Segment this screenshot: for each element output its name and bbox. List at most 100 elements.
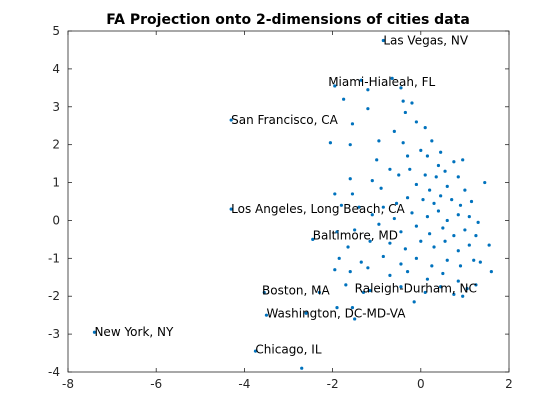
data-point xyxy=(430,264,434,268)
data-point xyxy=(262,290,266,295)
y-tick-label: 4 xyxy=(52,62,60,76)
data-point xyxy=(441,226,445,230)
data-point xyxy=(461,158,465,162)
x-tick-label: 0 xyxy=(417,377,425,391)
data-point xyxy=(405,269,410,274)
data-point xyxy=(436,163,441,168)
y-tick-label: -2 xyxy=(48,289,60,303)
point-annotation: Boston, MA xyxy=(262,284,330,298)
data-point xyxy=(419,239,423,243)
data-point xyxy=(465,287,469,291)
data-point xyxy=(366,266,370,270)
data-point xyxy=(414,120,418,124)
data-point xyxy=(348,143,352,147)
data-point xyxy=(441,271,445,276)
point-annotation: New York, NY xyxy=(94,325,174,339)
point-annotation: Baltimore, MD xyxy=(313,229,398,243)
data-point xyxy=(381,205,385,209)
point-annotations: Las Vegas, NV Miami-Hialeah, FL San Franci… xyxy=(94,33,476,356)
y-tick-label: -1 xyxy=(48,251,60,265)
data-point xyxy=(452,160,456,164)
data-point xyxy=(346,245,350,249)
data-point xyxy=(335,305,339,310)
point-annotation: Miami-Hialeah, FL xyxy=(328,75,435,89)
data-point xyxy=(423,290,427,295)
data-point xyxy=(469,199,474,204)
point-annotation: Los Angeles, Long Beach, CA xyxy=(231,202,405,216)
x-tick-label: -2 xyxy=(327,377,339,391)
data-point xyxy=(445,218,449,223)
y-tick-label: 1 xyxy=(52,176,60,190)
x-tick-label: 2 xyxy=(505,377,513,391)
data-point xyxy=(405,154,410,158)
data-point xyxy=(359,260,363,264)
data-point xyxy=(397,173,401,177)
data-point xyxy=(430,139,434,143)
data-point xyxy=(401,99,405,103)
data-point xyxy=(487,243,491,247)
data-point xyxy=(401,141,405,145)
data-point xyxy=(370,179,374,183)
data-point xyxy=(337,256,341,260)
data-point xyxy=(412,300,416,304)
data-point xyxy=(461,294,465,298)
data-point xyxy=(425,154,430,158)
data-point xyxy=(361,290,366,295)
data-point xyxy=(390,76,394,80)
data-point xyxy=(410,211,414,215)
data-point xyxy=(414,256,418,260)
data-point xyxy=(456,279,460,283)
data-point xyxy=(359,78,363,82)
data-point xyxy=(92,330,97,334)
data-point xyxy=(483,180,487,185)
data-point xyxy=(339,203,344,207)
y-tick-label: -3 xyxy=(48,327,60,341)
data-point xyxy=(333,268,337,272)
data-point xyxy=(476,220,480,224)
data-point xyxy=(489,269,493,274)
data-point xyxy=(458,203,463,207)
data-point xyxy=(405,196,410,200)
data-point xyxy=(344,283,348,287)
data-point xyxy=(450,198,454,202)
data-point xyxy=(375,158,379,162)
data-point xyxy=(388,273,392,277)
data-point xyxy=(428,232,432,236)
chart-title: FA Projection onto 2-dimensions of citie… xyxy=(106,12,470,28)
data-point xyxy=(432,201,436,205)
y-axis-ticks: -4 -3 -2 -1 0 1 2 3 4 5 xyxy=(48,24,509,379)
data-point xyxy=(377,139,381,143)
data-point xyxy=(368,239,372,243)
data-point xyxy=(432,245,436,249)
data-point xyxy=(474,234,478,238)
data-point xyxy=(467,215,471,219)
data-point xyxy=(229,118,233,122)
data-point xyxy=(370,213,374,217)
data-point xyxy=(392,216,396,221)
x-tick-label: -8 xyxy=(62,377,74,391)
data-point xyxy=(304,311,308,315)
data-point xyxy=(392,129,396,134)
plot-area xyxy=(68,31,509,372)
data-point xyxy=(425,215,430,219)
data-point xyxy=(253,349,258,353)
point-annotation: San Francisco, CA xyxy=(231,113,338,127)
data-point xyxy=(388,241,392,245)
data-point xyxy=(368,288,372,293)
data-point xyxy=(474,283,478,287)
data-point xyxy=(348,269,352,274)
data-point xyxy=(350,122,355,126)
data-point xyxy=(300,366,304,370)
data-point xyxy=(421,198,425,202)
x-tick-label: -6 xyxy=(150,377,162,391)
data-point xyxy=(350,305,355,310)
data-point xyxy=(335,230,339,234)
data-point xyxy=(436,209,441,213)
data-point xyxy=(399,86,403,90)
data-point xyxy=(423,173,427,177)
data-points-layer xyxy=(92,38,493,370)
data-point xyxy=(381,254,385,259)
data-point xyxy=(366,107,370,111)
data-point xyxy=(452,292,456,296)
plot-frame xyxy=(67,30,510,373)
